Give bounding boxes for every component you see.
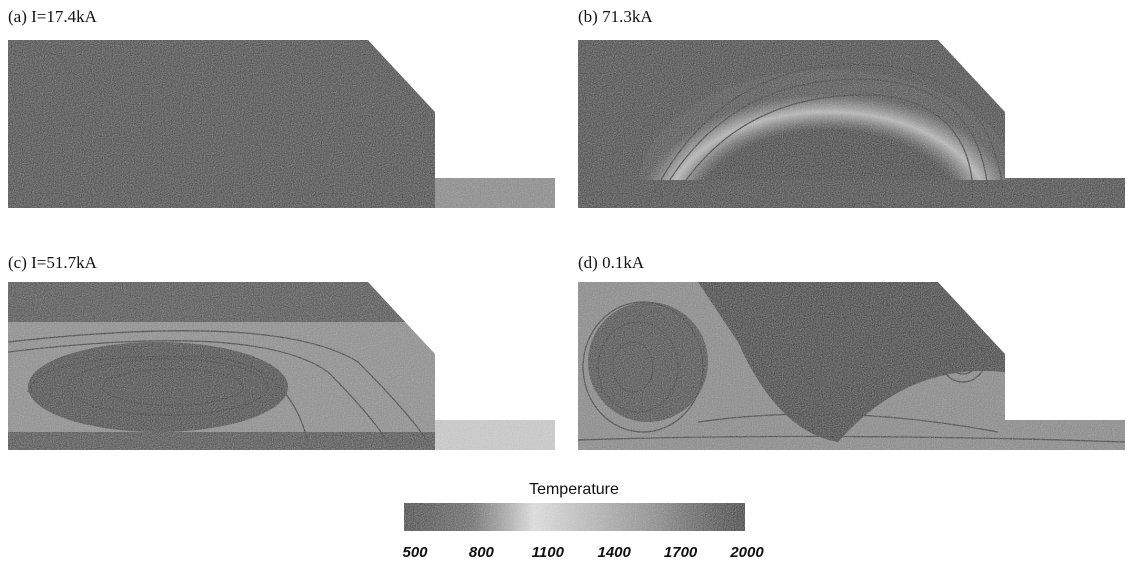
colorbar-tick-label: 2000 — [729, 544, 764, 561]
colorbar-title: Temperature — [529, 481, 619, 498]
panel-label: (c) I=51.7kA — [8, 253, 98, 272]
colorbar-tick-label: 1400 — [598, 544, 632, 561]
panel-label: (a) I=17.4kA — [8, 7, 98, 26]
colorbar-tick-label: 500 — [402, 544, 428, 561]
panel-c — [8, 282, 555, 450]
panel-label: (b) 71.3kA — [578, 7, 653, 26]
colorbar — [404, 503, 745, 531]
panel-label: (d) 0.1kA — [578, 253, 645, 272]
panel-a — [8, 40, 555, 208]
colorbar-tick-label: 800 — [469, 544, 495, 561]
colorbar-tick-label: 1700 — [664, 544, 698, 561]
panel-b — [578, 40, 1125, 208]
panel-d — [578, 282, 1125, 450]
colorbar-tick-label: 1100 — [532, 544, 565, 561]
